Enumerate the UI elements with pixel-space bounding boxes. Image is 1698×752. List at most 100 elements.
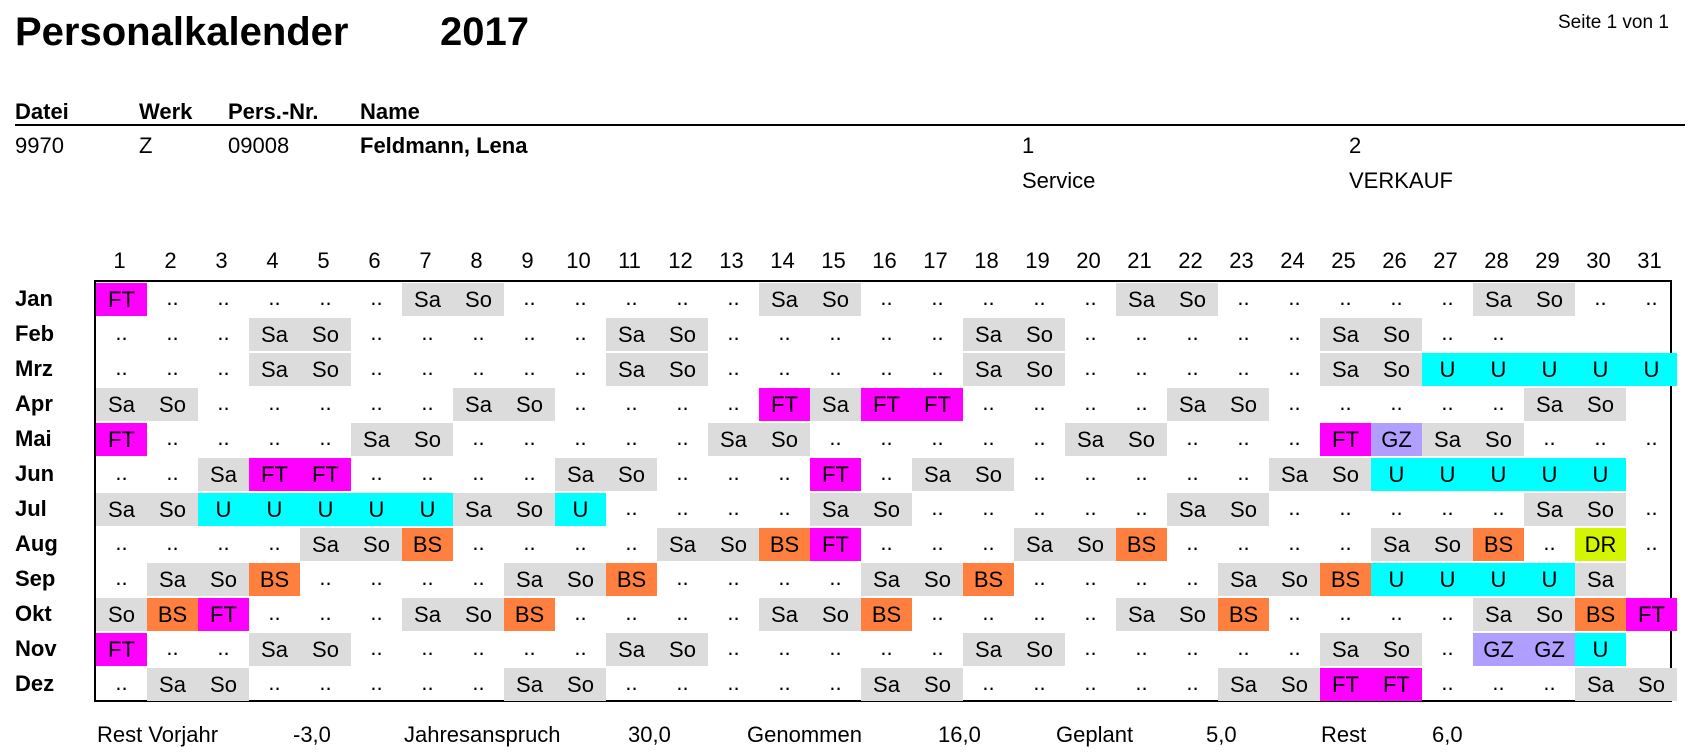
day-cell: ..	[1237, 320, 1250, 345]
day-cell: ..	[1645, 425, 1658, 450]
day-number: 29	[1535, 248, 1560, 273]
day-cell: Sa	[249, 318, 300, 351]
day-cell: ..	[778, 635, 791, 660]
day-cell: ..	[1441, 635, 1454, 660]
day-cell: BS	[963, 563, 1014, 596]
day-cell: Sa	[861, 563, 912, 596]
day-cell: ..	[1441, 390, 1454, 415]
day-cell: ..	[1645, 530, 1658, 555]
jahresanspruch-value: 30,0	[628, 722, 671, 747]
day-cell: ..	[829, 425, 842, 450]
day-cell: Sa	[1524, 388, 1575, 421]
day-number: 4	[266, 248, 279, 273]
day-cell: Sa	[606, 353, 657, 386]
day-cell: ..	[1084, 600, 1097, 625]
day-cell: ..	[1492, 495, 1505, 520]
day-cell: ..	[574, 320, 587, 345]
day-cell: ..	[727, 355, 740, 380]
day-number: 23	[1229, 248, 1254, 273]
day-number: 10	[566, 248, 591, 273]
day-number: 21	[1127, 248, 1152, 273]
day-number: 28	[1484, 248, 1509, 273]
day-cell: U	[1422, 353, 1473, 386]
day-cell: ..	[1645, 285, 1658, 310]
day-cell: ..	[727, 390, 740, 415]
day-cell: U	[1422, 458, 1473, 491]
day-cell: Sa	[1575, 563, 1626, 596]
day-cell: ..	[421, 635, 434, 660]
day-cell: ..	[1288, 390, 1301, 415]
day-cell: ..	[1186, 670, 1199, 695]
day-cell: Sa	[504, 668, 555, 701]
day-cell: U	[351, 493, 402, 526]
day-cell: ..	[1288, 600, 1301, 625]
day-cell: ..	[268, 425, 281, 450]
day-cell: ..	[1288, 530, 1301, 555]
day-cell: ..	[727, 460, 740, 485]
day-cell: Sa	[1014, 528, 1065, 561]
day-cell: ..	[1441, 670, 1454, 695]
day-cell: So	[759, 423, 810, 456]
day-cell: ..	[625, 530, 638, 555]
day-cell: ..	[472, 530, 485, 555]
day-cell: So	[1371, 318, 1422, 351]
day-number: 2	[164, 248, 177, 273]
day-number: 8	[470, 248, 483, 273]
month-label: Apr	[15, 391, 53, 416]
vacation-summary: Rest Vorjahr -3,0 Jahresanspruch 30,0 Ge…	[0, 722, 1698, 748]
employee-name: Feldmann, Lena	[360, 133, 528, 158]
day-cell: So	[1320, 458, 1371, 491]
day-cell: Sa	[759, 598, 810, 631]
day-cell: FT	[759, 388, 810, 421]
day-cell: ..	[115, 565, 128, 590]
month-label: Jan	[15, 286, 53, 311]
day-cell: U	[1473, 353, 1524, 386]
day-cell: ..	[931, 320, 944, 345]
day-cell: FT	[861, 388, 912, 421]
day-cell: ..	[1084, 285, 1097, 310]
day-number: 30	[1586, 248, 1611, 273]
day-cell: ..	[421, 670, 434, 695]
day-cell: ..	[1084, 495, 1097, 520]
day-cell: U	[1626, 353, 1677, 386]
day-number: 25	[1331, 248, 1356, 273]
day-cell: FT	[912, 388, 963, 421]
day-cell: ..	[1288, 355, 1301, 380]
day-cell: So	[708, 528, 759, 561]
day-cell: ..	[625, 285, 638, 310]
day-cell: Sa	[504, 563, 555, 596]
day-cell: Sa	[1320, 318, 1371, 351]
day-cell: So	[1371, 353, 1422, 386]
day-cell: ..	[319, 600, 332, 625]
day-cell: U	[198, 493, 249, 526]
day-cell: Sa	[1167, 493, 1218, 526]
day-cell: U	[1524, 353, 1575, 386]
day-cell: FT	[810, 528, 861, 561]
day-cell: ..	[727, 320, 740, 345]
name-header: Name	[360, 99, 420, 124]
month-row: .. Sa So BS........ Sa So BS........ Sa So BS....…	[96, 562, 1674, 597]
calendar-year: 2017	[440, 10, 529, 54]
day-cell: Sa	[1473, 598, 1524, 631]
day-number-header: 1 2 3 4 5 6 7 8 9 10 11 12 13 14 15 16 17 18 19 20 21 22 23 24 2…	[94, 248, 1672, 274]
day-cell: ..	[421, 390, 434, 415]
day-cell: ..	[778, 495, 791, 520]
day-cell: So	[504, 493, 555, 526]
day-cell: So	[147, 493, 198, 526]
day-cell: ..	[217, 635, 230, 660]
org1-number: 1	[1022, 133, 1035, 158]
month-row: FT.... Sa So.......... Sa So.......... Sa So..…	[96, 632, 1674, 667]
day-number: 16	[872, 248, 897, 273]
day-cell: ..	[676, 600, 689, 625]
day-cell: ..	[982, 425, 995, 450]
day-cell: ..	[1186, 425, 1199, 450]
day-number: 1	[113, 248, 126, 273]
month-label: Aug	[15, 531, 58, 556]
month-row: Sa So.......... Sa So........ FT Sa FT FT......…	[96, 387, 1674, 422]
day-cell: ..	[574, 355, 587, 380]
day-cell: ..	[268, 670, 281, 695]
day-cell: ..	[370, 320, 383, 345]
day-cell: ..	[1135, 635, 1148, 660]
day-cell: Sa	[963, 318, 1014, 351]
month-label: Mai	[15, 426, 52, 451]
